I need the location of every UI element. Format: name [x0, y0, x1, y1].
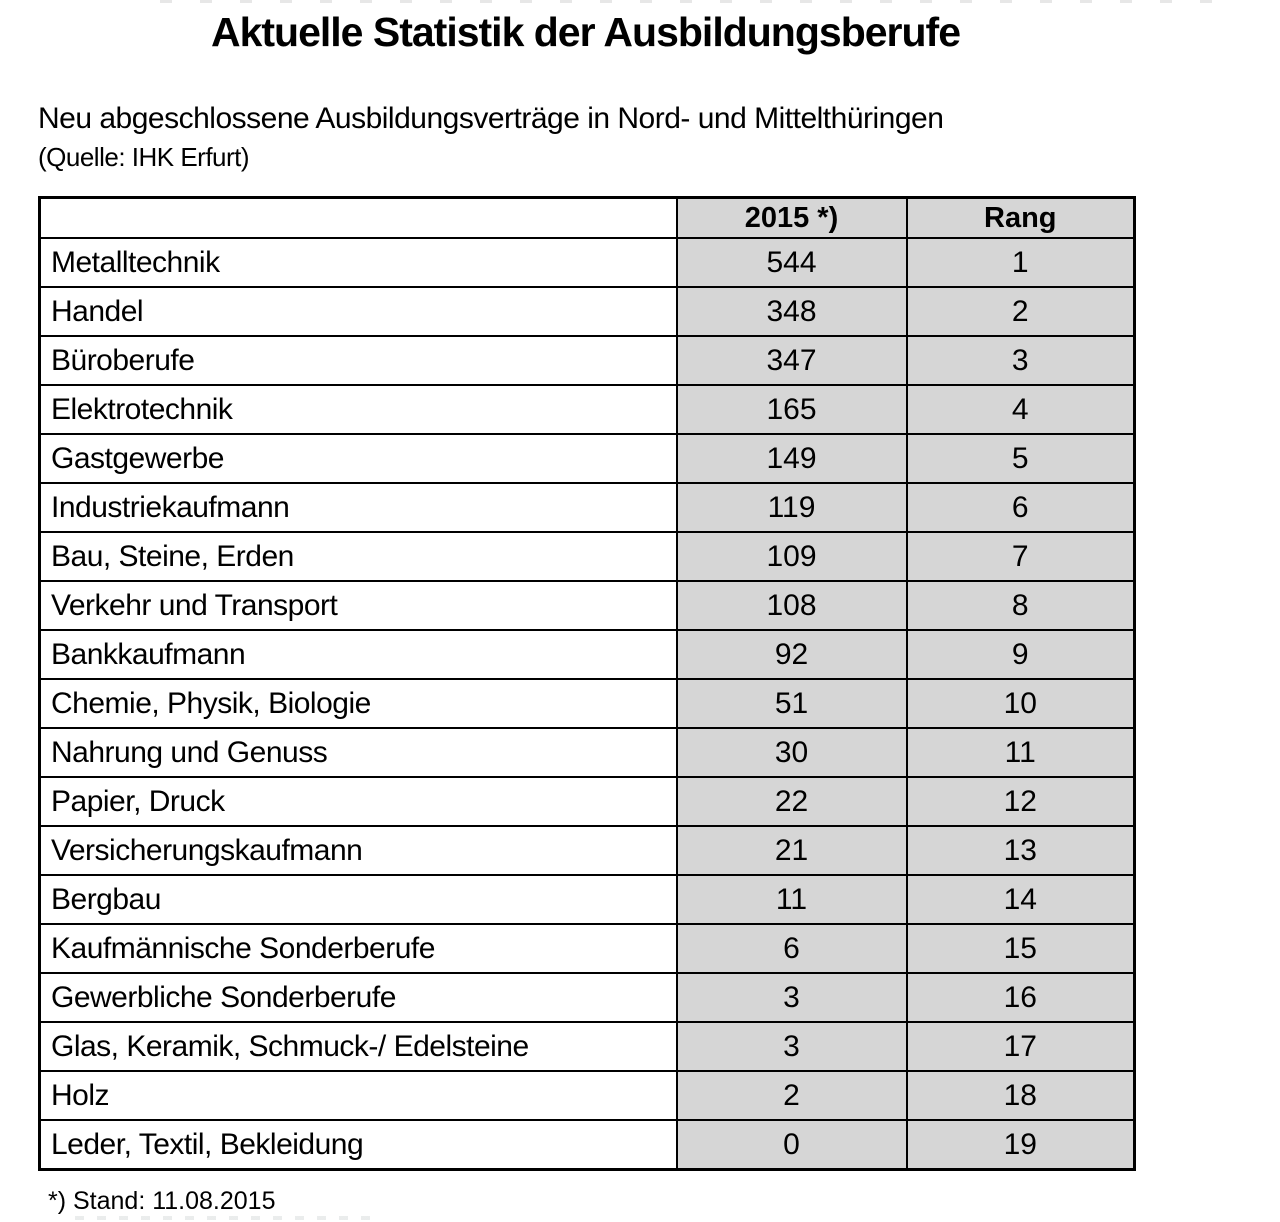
value-cell: 348: [675, 286, 908, 337]
table-row: Kaufmännische Sonderberufe 6 15: [38, 923, 1136, 974]
beruf-cell: Handel: [38, 286, 678, 337]
rang-cell: 6: [905, 482, 1136, 533]
rang-cell: 7: [905, 531, 1136, 582]
value-cell: 21: [675, 825, 908, 876]
rang-cell: 4: [905, 384, 1136, 435]
subtitle: Neu abgeschlossene Ausbildungsverträge i…: [38, 102, 944, 135]
value-cell: 165: [675, 384, 908, 435]
beruf-cell: Gastgewerbe: [38, 433, 678, 484]
rang-cell: 15: [905, 923, 1136, 974]
value-cell: 22: [675, 776, 908, 827]
header-beruf-blank: [38, 196, 678, 239]
table-row: Büroberufe 347 3: [38, 335, 1136, 386]
beruf-cell: Nahrung und Genuss: [38, 727, 678, 778]
table-row: Leder, Textil, Bekleidung 0 19: [38, 1119, 1136, 1171]
rang-cell: 10: [905, 678, 1136, 729]
value-cell: 3: [675, 1021, 908, 1072]
beruf-cell: Glas, Keramik, Schmuck-/ Edelsteine: [38, 1021, 678, 1072]
value-cell: 11: [675, 874, 908, 925]
beruf-cell: Büroberufe: [38, 335, 678, 386]
rang-cell: 2: [905, 286, 1136, 337]
beruf-cell: Metalltechnik: [38, 237, 678, 288]
beruf-cell: Bau, Steine, Erden: [38, 531, 678, 582]
beruf-cell: Elektrotechnik: [38, 384, 678, 435]
value-cell: 92: [675, 629, 908, 680]
header-rang: Rang: [905, 196, 1136, 239]
cutoff-text-artifact-bottom: [75, 1216, 375, 1220]
table-row: Metalltechnik 544 1: [38, 237, 1136, 288]
rang-cell: 9: [905, 629, 1136, 680]
rang-cell: 14: [905, 874, 1136, 925]
rang-cell: 1: [905, 237, 1136, 288]
rang-cell: 5: [905, 433, 1136, 484]
source-note: (Quelle: IHK Erfurt): [38, 142, 250, 172]
table-row: Versicherungskaufmann 21 13: [38, 825, 1136, 876]
rang-cell: 13: [905, 825, 1136, 876]
rang-cell: 17: [905, 1021, 1136, 1072]
rang-cell: 16: [905, 972, 1136, 1023]
table-row: Verkehr und Transport 108 8: [38, 580, 1136, 631]
beruf-cell: Gewerbliche Sonderberufe: [38, 972, 678, 1023]
value-cell: 6: [675, 923, 908, 974]
rang-cell: 12: [905, 776, 1136, 827]
footnote: *) Stand: 11.08.2015: [48, 1187, 276, 1215]
value-cell: 109: [675, 531, 908, 582]
value-cell: 3: [675, 972, 908, 1023]
beruf-cell: Versicherungskaufmann: [38, 825, 678, 876]
page: Aktuelle Statistik der Ausbildungsberufe…: [38, 0, 1136, 1215]
beruf-cell: Kaufmännische Sonderberufe: [38, 923, 678, 974]
page-title: Aktuelle Statistik der Ausbildungsberufe: [210, 9, 961, 55]
header-row: 2015 *) Rang: [38, 196, 1136, 239]
value-cell: 149: [675, 433, 908, 484]
beruf-cell: Leder, Textil, Bekleidung: [38, 1119, 678, 1171]
value-cell: 544: [675, 237, 908, 288]
beruf-cell: Industriekaufmann: [38, 482, 678, 533]
value-cell: 30: [675, 727, 908, 778]
rang-cell: 3: [905, 335, 1136, 386]
header-2015: 2015 *): [675, 196, 908, 239]
rang-cell: 18: [905, 1070, 1136, 1121]
table-row: Glas, Keramik, Schmuck-/ Edelsteine 3 17: [38, 1021, 1136, 1072]
beruf-cell: Papier, Druck: [38, 776, 678, 827]
table-row: Gewerbliche Sonderberufe 3 16: [38, 972, 1136, 1023]
table-row: Bau, Steine, Erden 109 7: [38, 531, 1136, 582]
table-row: Chemie, Physik, Biologie 51 10: [38, 678, 1136, 729]
rang-cell: 8: [905, 580, 1136, 631]
table-row: Nahrung und Genuss 30 11: [38, 727, 1136, 778]
value-cell: 0: [675, 1119, 908, 1171]
beruf-cell: Chemie, Physik, Biologie: [38, 678, 678, 729]
table-row: Handel 348 2: [38, 286, 1136, 337]
beruf-cell: Holz: [38, 1070, 678, 1121]
beruf-cell: Bankkaufmann: [38, 629, 678, 680]
beruf-cell: Bergbau: [38, 874, 678, 925]
value-cell: 51: [675, 678, 908, 729]
table-row: Papier, Druck 22 12: [38, 776, 1136, 827]
value-cell: 2: [675, 1070, 908, 1121]
table-body: Metalltechnik 544 1 Handel 348 2 Büroberufe 347…: [38, 237, 1136, 1171]
value-cell: 119: [675, 482, 908, 533]
table-row: Gastgewerbe 149 5: [38, 433, 1136, 484]
rang-cell: 19: [905, 1119, 1136, 1171]
table-row: Industriekaufmann 119 6: [38, 482, 1136, 533]
table-row: Bankkaufmann 92 9: [38, 629, 1136, 680]
table-row: Bergbau 11 14: [38, 874, 1136, 925]
beruf-cell: Verkehr und Transport: [38, 580, 678, 631]
table-row: Elektrotechnik 165 4: [38, 384, 1136, 435]
rang-cell: 11: [905, 727, 1136, 778]
value-cell: 108: [675, 580, 908, 631]
statistics-table: 2015 *) Rang Metalltechnik 544 1 Handel 348 2…: [38, 196, 1136, 1171]
table-row: Holz 2 18: [38, 1070, 1136, 1121]
value-cell: 347: [675, 335, 908, 386]
